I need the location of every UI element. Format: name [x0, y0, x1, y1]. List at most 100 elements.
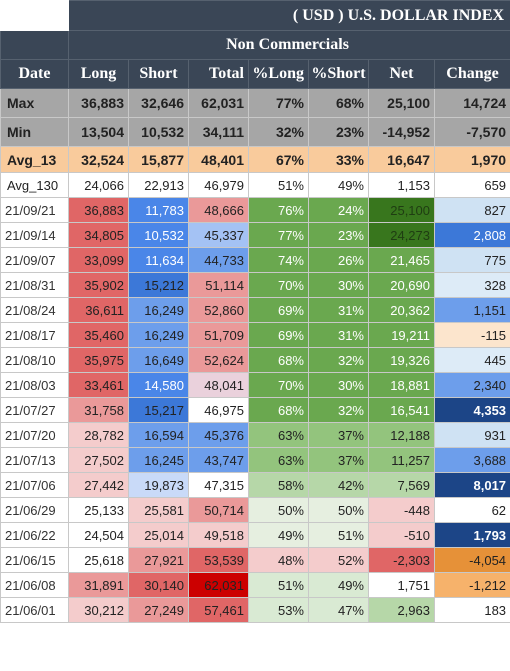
row-date: 21/08/24: [0, 297, 69, 323]
cell-total: 45,376: [188, 422, 249, 448]
cell-net: 11,257: [368, 447, 435, 473]
cell-pct-long: 70%: [248, 372, 309, 398]
col-header-pct-long: %Long: [248, 59, 309, 89]
summary-row-min: Min 13,504 10,532 34,111 32% 23% -14,952…: [0, 117, 510, 147]
cell-short: 30,140: [128, 572, 189, 598]
cell-long: 13,504: [68, 117, 129, 147]
row-date: 21/07/20: [0, 422, 69, 448]
table-row: 21/07/06 27,442 19,873 47,315 58% 42% 7,569 8,0…: [0, 472, 510, 498]
cell-pct-short: 49%: [308, 572, 369, 598]
cell-long: 34,805: [68, 222, 129, 248]
cell-pct-long: 67%: [248, 146, 309, 173]
table-row: 21/08/24 36,611 16,249 52,860 69% 31% 20,362 1,…: [0, 297, 510, 323]
cell-net: 18,881: [368, 372, 435, 398]
cell-total: 48,401: [188, 146, 249, 173]
cell-short: 25,581: [128, 497, 189, 523]
cell-change: -7,570: [433, 117, 510, 147]
cell-change: 3,688: [433, 447, 510, 473]
cell-total: 45,337: [188, 222, 249, 248]
cell-net: 25,100: [368, 88, 435, 118]
cell-short: 14,580: [128, 372, 189, 398]
cell-short: 16,249: [128, 297, 189, 323]
summary-row-avg13: Avg_13 32,524 15,877 48,401 67% 33% 16,6…: [0, 146, 510, 173]
cell-total: 57,461: [188, 597, 249, 623]
row-date: 21/07/13: [0, 447, 69, 473]
cell-change: 14,724: [433, 88, 510, 118]
cell-long: 35,460: [68, 322, 129, 348]
cell-net: -448: [368, 497, 435, 523]
cell-change: 328: [433, 272, 510, 298]
cell-long: 27,442: [68, 472, 129, 498]
cell-net: 16,647: [368, 146, 435, 173]
cell-pct-long: 50%: [248, 497, 309, 523]
cell-pct-short: 32%: [308, 397, 369, 423]
row-date: 21/08/10: [0, 347, 69, 373]
cell-net: 25,100: [368, 197, 435, 223]
cell-change: 931: [433, 422, 510, 448]
cell-pct-long: 68%: [248, 347, 309, 373]
cell-net: -14,952: [368, 117, 435, 147]
cot-table: ( USD ) U.S. DOLLAR INDEX Non Commercial…: [0, 0, 510, 623]
cell-short: 10,532: [128, 222, 189, 248]
table-row: 21/07/13 27,502 16,245 43,747 63% 37% 11,257 3,…: [0, 447, 510, 473]
cell-pct-short: 37%: [308, 447, 369, 473]
cell-short: 16,249: [128, 322, 189, 348]
cell-pct-short: 50%: [308, 497, 369, 523]
table-row: 21/08/10 35,975 16,649 52,624 68% 32% 19,326 44…: [0, 347, 510, 373]
cell-long: 35,975: [68, 347, 129, 373]
column-header-row: Date Long Short Total %Long %Short Net C…: [0, 59, 510, 89]
col-header-net: Net: [368, 59, 435, 89]
cell-net: 21,465: [368, 247, 435, 273]
cell-pct-long: 69%: [248, 322, 309, 348]
cell-pct-short: 32%: [308, 347, 369, 373]
cell-total: 51,114: [188, 272, 249, 298]
cell-short: 16,649: [128, 347, 189, 373]
cell-short: 15,217: [128, 397, 189, 423]
cell-total: 62,031: [188, 572, 249, 598]
row-date: 21/06/29: [0, 497, 69, 523]
cell-short: 11,634: [128, 247, 189, 273]
cell-pct-long: 51%: [248, 572, 309, 598]
cell-long: 31,758: [68, 397, 129, 423]
cell-change: 775: [433, 247, 510, 273]
cell-pct-long: 69%: [248, 297, 309, 323]
cell-long: 25,133: [68, 497, 129, 523]
row-date: 21/09/07: [0, 247, 69, 273]
cell-net: 24,273: [368, 222, 435, 248]
cell-short: 16,245: [128, 447, 189, 473]
table-row: 21/08/17 35,460 16,249 51,709 69% 31% 19,211 -1…: [0, 322, 510, 348]
cell-change: 183: [433, 597, 510, 623]
cell-short: 10,532: [128, 117, 189, 147]
cell-pct-short: 31%: [308, 297, 369, 323]
cell-change: 62: [433, 497, 510, 523]
cell-net: 1,153: [368, 172, 435, 198]
cell-total: 43,747: [188, 447, 249, 473]
cell-change: 445: [433, 347, 510, 373]
cell-pct-long: 58%: [248, 472, 309, 498]
cell-change: -115: [433, 322, 510, 348]
cell-short: 27,249: [128, 597, 189, 623]
col-header-pct-short: %Short: [308, 59, 369, 89]
cell-change: 1,793: [433, 522, 510, 548]
summary-row-avg130: Avg_130 24,066 22,913 46,979 51% 49% 1,1…: [0, 172, 510, 198]
cell-pct-short: 47%: [308, 597, 369, 623]
table-row: 21/08/03 33,461 14,580 48,041 70% 30% 18,881 2,…: [0, 372, 510, 398]
cell-net: 1,751: [368, 572, 435, 598]
cell-long: 33,099: [68, 247, 129, 273]
cell-total: 53,539: [188, 547, 249, 573]
cell-pct-long: 68%: [248, 397, 309, 423]
group-header-spacer: [0, 30, 69, 60]
col-header-short: Short: [128, 59, 189, 89]
summary-label: Max: [0, 88, 69, 118]
cell-long: 28,782: [68, 422, 129, 448]
cell-total: 52,860: [188, 297, 249, 323]
cell-net: 12,188: [368, 422, 435, 448]
cell-change: 827: [433, 197, 510, 223]
cell-total: 62,031: [188, 88, 249, 118]
row-date: 21/06/08: [0, 572, 69, 598]
row-date: 21/06/22: [0, 522, 69, 548]
cell-pct-long: 48%: [248, 547, 309, 573]
cell-total: 48,041: [188, 372, 249, 398]
cell-total: 34,111: [188, 117, 249, 147]
title-row: ( USD ) U.S. DOLLAR INDEX: [0, 0, 510, 31]
